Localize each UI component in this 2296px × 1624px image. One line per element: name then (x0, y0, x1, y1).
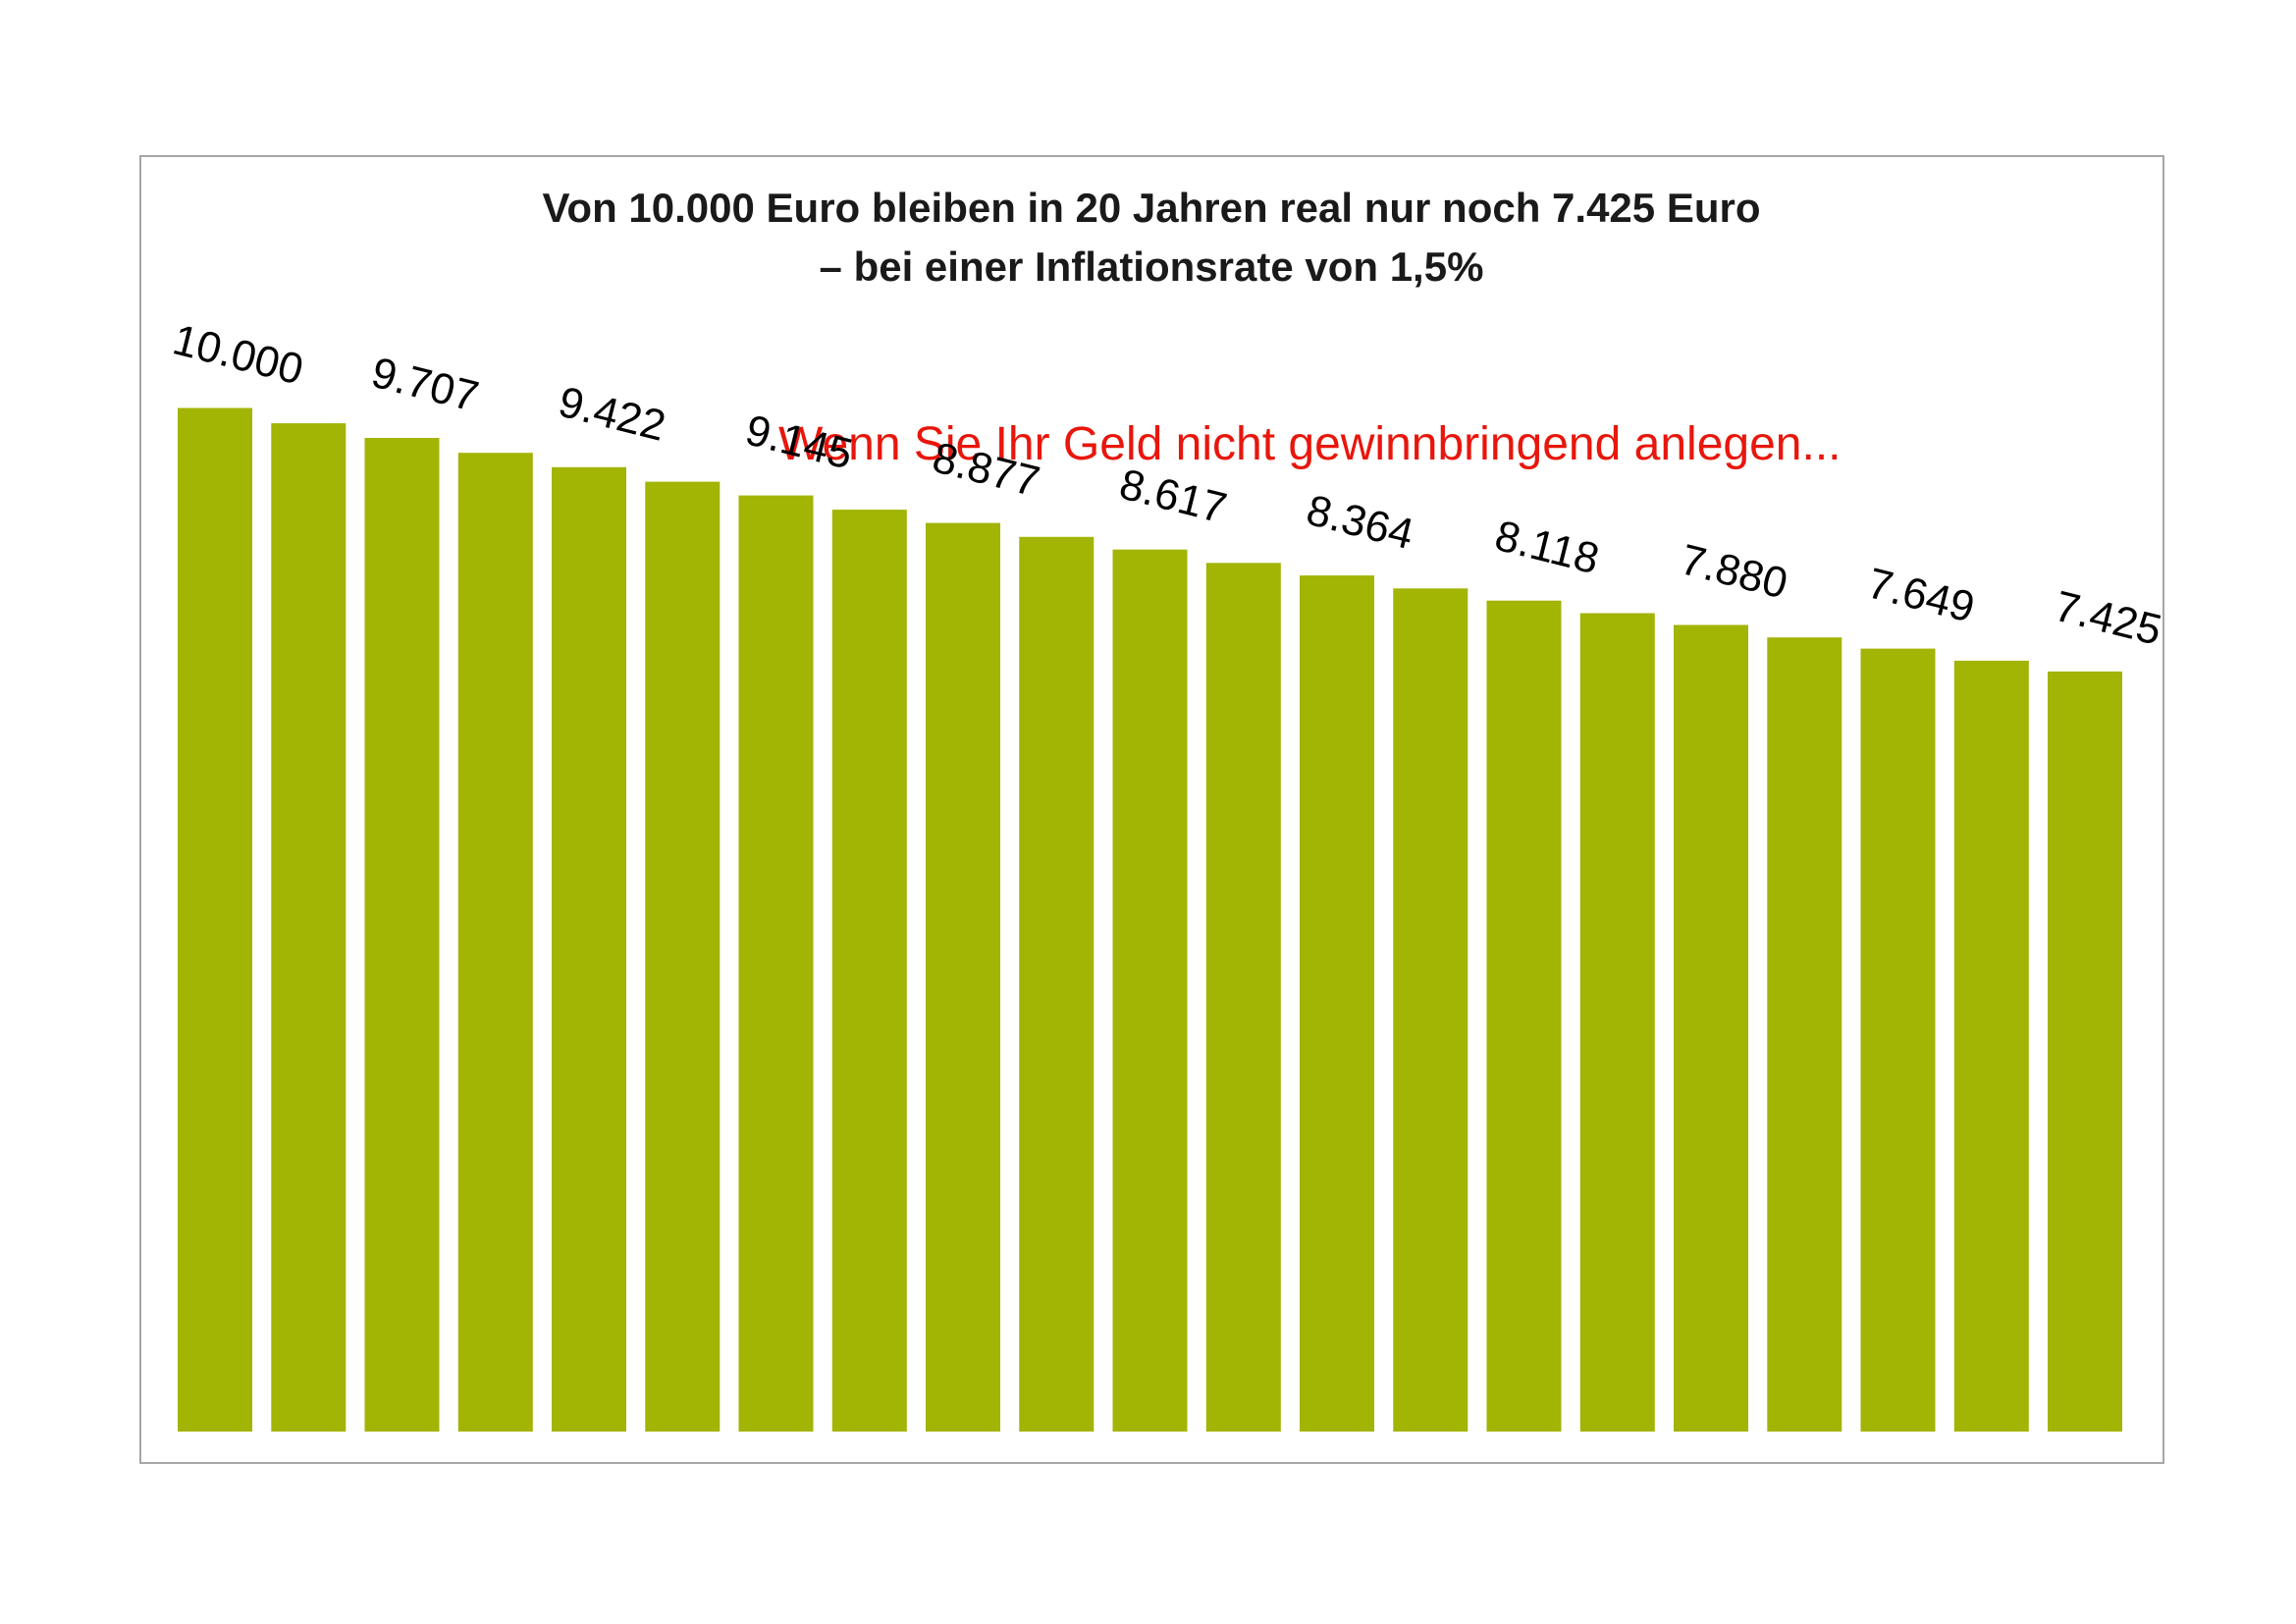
data-label-19: 7.649 (1863, 559, 1980, 631)
bar-20 (1953, 660, 2029, 1432)
data-label-15: 8.118 (1490, 512, 1604, 583)
data-label-17: 7.880 (1676, 535, 1792, 608)
bar-series (178, 407, 2122, 1433)
bar-18 (1767, 637, 1842, 1432)
data-label-11: 8.617 (1115, 460, 1232, 533)
data-label-1: 10.000 (168, 315, 307, 394)
bar-3 (364, 438, 440, 1432)
bar-21 (2048, 671, 2122, 1432)
data-label-3: 9.707 (367, 349, 484, 421)
bar-4 (457, 453, 533, 1432)
bar-19 (1860, 648, 1936, 1432)
bar-15 (1486, 600, 1562, 1432)
bar-9 (926, 522, 1000, 1432)
chart-title-line2: – bei einer Inflationsrate von 1,5% (820, 244, 1484, 290)
bar-11 (1112, 549, 1188, 1432)
bar-7 (738, 495, 814, 1433)
bar-14 (1393, 588, 1468, 1432)
bar-10 (1019, 536, 1095, 1432)
bar-16 (1579, 613, 1655, 1432)
chart-title-line1: Von 10.000 Euro bleiben in 20 Jahren rea… (543, 185, 1761, 231)
bar-5 (552, 466, 626, 1432)
bar-12 (1205, 563, 1281, 1432)
data-label-21: 7.425 (2050, 582, 2166, 655)
bar-1 (178, 407, 252, 1432)
bar-8 (831, 510, 907, 1432)
data-label-5: 9.422 (554, 378, 670, 451)
data-label-13: 8.364 (1302, 486, 1418, 559)
bar-6 (645, 481, 721, 1433)
chart-annotation: Wenn Sie Ihr Geld nicht gewinnbringend a… (778, 418, 1841, 470)
bar-13 (1300, 575, 1374, 1432)
bar-2 (271, 423, 347, 1433)
bar-17 (1674, 624, 1748, 1432)
